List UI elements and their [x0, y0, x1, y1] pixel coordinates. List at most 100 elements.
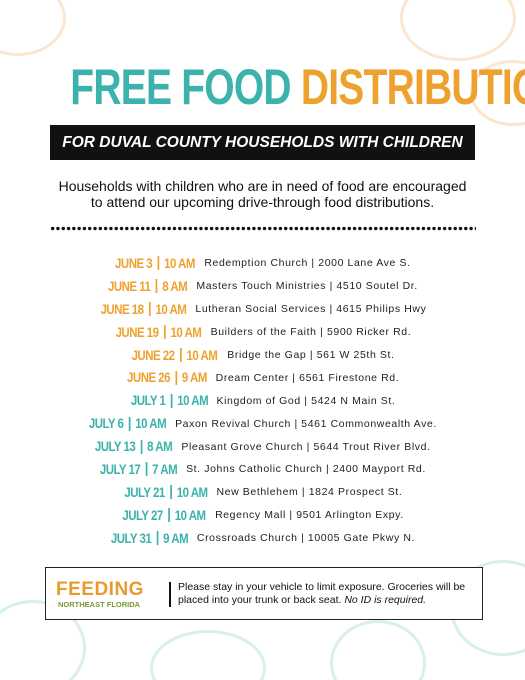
- separator: [155, 279, 158, 294]
- title-part: FREE FOOD: [70, 59, 291, 115]
- event-date: JUNE 22: [132, 347, 176, 363]
- event-place: St. Johns Catholic Church | 2400 Mayport…: [186, 463, 426, 476]
- event-row: JULY 21 10 AM New Bethlehem | 1824 Prospec…: [0, 481, 525, 504]
- event-row: JUNE 18 10 AM Lutheran Social Services | 4…: [0, 298, 525, 321]
- separator: [180, 348, 182, 362]
- separator: [163, 325, 166, 340]
- decoration: [400, 0, 516, 61]
- event-time: 8 AM: [162, 278, 188, 294]
- event-place: New Bethlehem | 1824 Prospect St.: [216, 486, 403, 499]
- decoration: [150, 630, 266, 680]
- event-time: 10 AM: [186, 347, 218, 363]
- event-list: JUNE 3 10 AM Redemption Church | 2000 Lane…: [0, 252, 525, 550]
- event-time: 7 AM: [152, 461, 178, 477]
- event-row: JULY 17 7 AM St. Johns Catholic Church | 2…: [0, 458, 525, 481]
- separator: [140, 439, 143, 454]
- event-row: JULY 31 9 AM Crossroads Church | 10005 Gat…: [0, 527, 525, 550]
- event-place: Paxon Revival Church | 5461 Commonwealth…: [175, 417, 437, 430]
- dotted-divider: [50, 226, 476, 231]
- event-when: JUNE 3 10 AM: [115, 256, 195, 271]
- decoration: [330, 620, 426, 680]
- event-row: JULY 1 10 AM Kingdom of God | 5424 N Main …: [0, 389, 525, 412]
- divider: [169, 582, 171, 607]
- separator: [128, 416, 131, 431]
- event-when: JULY 13 8 AM: [95, 439, 173, 455]
- event-time: 10 AM: [155, 301, 186, 317]
- event-date: JULY 21: [123, 484, 165, 500]
- event-time: 10 AM: [176, 393, 208, 409]
- event-when: JULY 27 10 AM: [122, 507, 207, 523]
- event-when: JUNE 19 10 AM: [115, 325, 201, 340]
- separator: [168, 508, 170, 523]
- event-time: 10 AM: [164, 255, 196, 271]
- event-date: JUNE 19: [115, 324, 159, 340]
- event-place: Masters Touch Ministries | 4510 Soutel D…: [196, 280, 418, 293]
- event-date: JULY 27: [122, 507, 164, 523]
- event-when: JULY 17 7 AM: [99, 461, 178, 477]
- note-text: Please stay in your vehicle to limit exp…: [178, 581, 466, 606]
- title-part: DISTRIBUTION: [300, 59, 525, 115]
- separator: [170, 393, 172, 408]
- event-row: JUNE 22 10 AM Bridge the Gap | 561 W 25th …: [0, 344, 525, 367]
- event-place: Pleasant Grove Church | 5644 Trout River…: [181, 440, 431, 453]
- event-row: JULY 13 8 AM Pleasant Grove Church | 5644 …: [0, 435, 525, 458]
- event-place: Redemption Church | 2000 Lane Ave S.: [204, 257, 411, 270]
- event-when: JUNE 26 9 AM: [127, 370, 207, 385]
- event-row: JUNE 19 10 AM Builders of the Faith | 5900…: [0, 321, 525, 344]
- separator: [156, 531, 159, 546]
- event-time: 10 AM: [170, 324, 202, 340]
- note-emphasis: No ID is required.: [344, 594, 427, 606]
- event-date: JUNE 26: [126, 370, 170, 386]
- separator: [169, 485, 172, 500]
- event-date: JUNE 18: [100, 301, 144, 317]
- event-row: JUNE 26 9 AM Dream Center | 6561 Firestone…: [0, 366, 525, 389]
- event-when: JULY 21 10 AM: [123, 484, 208, 500]
- event-row: JUNE 3 10 AM Redemption Church | 2000 Lane…: [0, 252, 525, 275]
- footer-box: FEEDING NORTHEAST FLORIDA Please stay in…: [45, 567, 483, 620]
- event-place: Crossroads Church | 10005 Gate Pkwy N.: [196, 532, 416, 545]
- decoration: [0, 600, 86, 680]
- logo: FEEDING: [56, 579, 144, 600]
- separator: [174, 370, 177, 385]
- event-when: JULY 1 10 AM: [130, 393, 208, 409]
- event-time: 10 AM: [174, 507, 206, 523]
- event-place: Builders of the Faith | 5900 Ricker Rd.: [210, 326, 412, 339]
- intro-line: Households with children who are in need…: [58, 178, 467, 194]
- event-date: JUNE 11: [108, 278, 151, 294]
- subtitle-banner: FOR DUVAL COUNTY HOUSEHOLDS WITH CHILDRE…: [50, 125, 475, 160]
- event-place: Bridge the Gap | 561 W 25th St.: [227, 349, 395, 361]
- event-date: JULY 31: [110, 530, 152, 546]
- event-place: Lutheran Social Services | 4615 Philips …: [195, 303, 427, 316]
- event-time: 10 AM: [135, 416, 167, 432]
- logo-subtitle: NORTHEAST FLORIDA: [58, 600, 141, 609]
- event-row: JUNE 11 8 AM Masters Touch Ministries | 45…: [0, 275, 525, 298]
- event-time: 10 AM: [176, 484, 208, 500]
- event-when: JULY 31 9 AM: [110, 530, 189, 546]
- event-when: JUNE 11 8 AM: [108, 278, 188, 294]
- intro: Households with children who are in need…: [0, 178, 525, 210]
- event-when: JUNE 18 10 AM: [100, 302, 186, 317]
- event-date: JULY 17: [99, 461, 141, 477]
- event-place: Dream Center | 6561 Firestone Rd.: [215, 371, 400, 384]
- event-when: JULY 6 10 AM: [88, 416, 167, 432]
- event-row: JULY 27 10 AM Regency Mall | 9501 Arlingto…: [0, 504, 525, 527]
- event-date: JULY 1: [130, 393, 165, 409]
- title: FREE FOOD DISTRIBUTION: [0, 58, 525, 116]
- event-date: JULY 13: [95, 439, 136, 455]
- event-time: 9 AM: [163, 530, 189, 546]
- event-date: JULY 6: [88, 416, 124, 432]
- decoration: [0, 0, 66, 56]
- event-row: JULY 6 10 AM Paxon Revival Church | 5461 C…: [0, 412, 525, 435]
- event-time: 8 AM: [147, 439, 173, 455]
- note: Please stay in your vehicle to limit exp…: [178, 581, 478, 607]
- separator: [148, 302, 150, 317]
- event-place: Regency Mall | 9501 Arlington Expy.: [215, 509, 404, 522]
- separator: [157, 256, 160, 271]
- separator: [145, 462, 148, 477]
- event-time: 9 AM: [181, 370, 207, 386]
- intro-line: to attend our upcoming drive-through foo…: [90, 194, 435, 210]
- event-when: JUNE 22 10 AM: [132, 348, 218, 363]
- event-place: Kingdom of God | 5424 N Main St.: [216, 394, 396, 407]
- event-date: JUNE 3: [115, 255, 153, 271]
